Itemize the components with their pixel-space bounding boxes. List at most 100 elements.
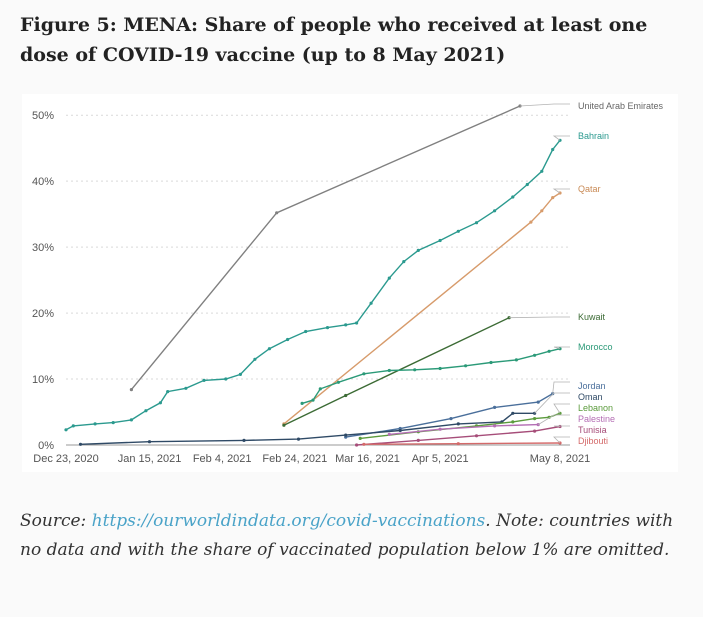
series-label: Palestine — [578, 414, 615, 424]
data-point — [369, 301, 373, 305]
series-labels: United Arab Emirates Bahrain Qatar Kuwait Mo… — [509, 101, 664, 446]
data-point — [184, 386, 188, 390]
series-line — [389, 423, 539, 436]
data-point — [282, 423, 286, 427]
data-point — [551, 147, 555, 152]
data-point — [344, 323, 348, 327]
data-point — [253, 357, 257, 361]
x-tick-label: May 8, 2021 — [530, 453, 591, 465]
y-tick-label: 50% — [32, 110, 54, 122]
line-chart: 0% 10% 20% 30% 40% 50% Dec 23, 2020 Jan 15, 202… — [32, 101, 664, 465]
data-point — [304, 329, 308, 334]
data-point — [144, 409, 148, 413]
data-point — [362, 442, 366, 446]
series-label: Tunisia — [578, 425, 607, 435]
series-label: Jordan — [578, 381, 606, 391]
data-point — [456, 422, 460, 426]
data-point — [536, 400, 540, 404]
data-point — [493, 209, 497, 213]
data-point — [474, 221, 479, 225]
series-label: Lebanon — [578, 403, 613, 413]
data-point — [514, 358, 518, 362]
data-point — [529, 220, 533, 224]
data-point — [387, 276, 391, 280]
series-label: Bahrain — [578, 131, 609, 141]
series-line — [283, 192, 561, 425]
data-point — [449, 417, 453, 421]
data-point — [224, 377, 228, 381]
data-point — [158, 401, 162, 405]
data-point — [78, 442, 83, 446]
data-point — [547, 349, 551, 353]
data-point — [358, 436, 362, 440]
data-point — [525, 182, 529, 187]
source-prefix: Source: — [20, 511, 92, 531]
data-point — [464, 364, 468, 368]
series-line — [80, 412, 535, 445]
data-point — [111, 421, 115, 425]
data-point — [286, 337, 290, 342]
data-point — [456, 442, 460, 446]
data-point — [355, 321, 359, 325]
data-point — [202, 378, 206, 382]
data-point — [311, 398, 315, 402]
series-lines — [64, 104, 562, 447]
series-line — [130, 105, 521, 391]
label-connector — [534, 392, 570, 414]
data-point — [300, 401, 304, 405]
series-label: United Arab Emirates — [578, 101, 664, 111]
data-point — [438, 238, 442, 243]
data-point — [344, 393, 348, 398]
data-point — [387, 432, 391, 436]
data-point — [93, 422, 97, 426]
source-note-text: . Note: countries with no data and with … — [20, 511, 674, 560]
data-point — [387, 368, 391, 373]
data-point — [267, 347, 271, 351]
data-point — [166, 390, 170, 394]
data-point — [129, 418, 133, 422]
data-point — [336, 380, 340, 384]
series-line — [363, 442, 561, 445]
y-tick-label: 30% — [32, 242, 54, 254]
data-point — [533, 417, 537, 421]
series-line — [65, 139, 561, 431]
series-line — [345, 392, 554, 438]
data-point — [242, 438, 246, 442]
label-connector — [537, 414, 570, 425]
data-point — [438, 427, 442, 431]
data-point — [129, 388, 133, 392]
label-connector — [552, 381, 570, 394]
data-point — [238, 372, 242, 376]
data-point — [456, 229, 460, 233]
x-tick-label: Mar 16, 2021 — [335, 453, 400, 465]
data-point — [355, 443, 359, 447]
series-label: Qatar — [578, 184, 601, 194]
y-tick-label: 20% — [32, 308, 54, 320]
source-note: Source: https://ourworldindata.org/covid… — [20, 507, 690, 565]
data-point — [413, 368, 417, 372]
series-label: Djibouti — [578, 436, 608, 446]
source-link[interactable]: https://ourworldindata.org/covid-vaccina… — [91, 511, 486, 531]
label-connector — [553, 436, 570, 444]
data-point — [474, 434, 479, 438]
label-connector — [519, 103, 570, 107]
figure-title: Figure 5: MENA: Share of people who rece… — [20, 14, 648, 66]
label-connector — [553, 403, 570, 414]
series-line — [283, 317, 510, 426]
data-point — [493, 405, 497, 409]
data-point — [511, 411, 515, 415]
data-point — [71, 424, 75, 428]
data-point — [533, 429, 537, 433]
label-connector — [552, 188, 570, 194]
data-point — [362, 372, 366, 376]
x-tick-label: Feb 4, 2021 — [193, 453, 252, 465]
label-connector — [553, 346, 570, 350]
x-tick-label: Jan 15, 2021 — [118, 453, 182, 465]
data-point — [540, 209, 544, 213]
data-point — [402, 260, 406, 264]
series-label: Kuwait — [578, 312, 606, 322]
y-tick-label: 40% — [32, 176, 54, 188]
data-point — [64, 428, 68, 432]
data-point — [511, 420, 515, 424]
data-point — [438, 366, 442, 371]
